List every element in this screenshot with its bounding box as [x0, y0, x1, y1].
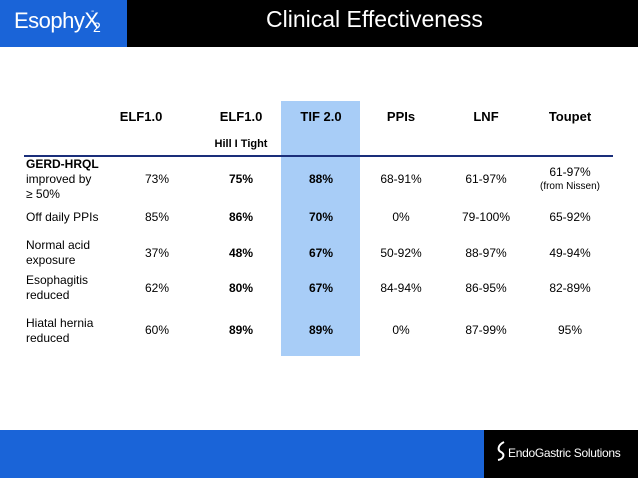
row-label-hiatal-hernia: Hiatal hernia reduced [26, 316, 93, 346]
col-header-lnf: LNF [473, 109, 499, 124]
table-cell: 60% [144, 323, 170, 337]
table-cell: 86% [228, 210, 254, 224]
tif-highlight-column [281, 101, 360, 356]
row-label-esophagitis: Esophagitis reduced [26, 273, 88, 303]
table-cell: 89% [308, 323, 334, 337]
row-label-line1: Esophagitis [26, 273, 89, 287]
table-cell: 49-94% [549, 246, 591, 260]
table-cell: 85% [144, 210, 170, 224]
table-cell: 95% [557, 323, 583, 337]
table-cell: 50-92% [380, 246, 422, 260]
logo-sup: - [91, 6, 94, 17]
col-header-toupet: Toupet [548, 109, 592, 124]
row-label-line2: reduced [26, 331, 70, 345]
table-cell: 70% [308, 210, 334, 224]
row-label-line3: ≥ 50% [26, 187, 60, 201]
logo-box: EsophyX - 2 [0, 0, 127, 47]
table-cell-note: (from Nissen) [539, 181, 600, 192]
table-cell: 61-97% (from Nissen) [530, 165, 610, 192]
table-cell: 82-89% [549, 281, 591, 295]
col-header-elf1-hill: ELF1.0 [219, 109, 263, 124]
page-title: Clinical Effectiveness [266, 6, 483, 32]
row-label-normal-acid: Normal acid exposure [26, 238, 90, 268]
table-cell: 84-94% [380, 281, 422, 295]
esophyx-logo: EsophyX - 2 [14, 6, 101, 35]
brand-box [484, 430, 638, 478]
row-label-line1: Normal acid [26, 238, 91, 252]
table-cell: 0% [392, 323, 410, 337]
table-cell: 73% [144, 172, 170, 186]
table-cell: 62% [144, 281, 170, 295]
col-header-ppis: PPIs [386, 109, 416, 124]
row-label-bold: GERD-HRQL [26, 157, 99, 171]
table-cell: 48% [228, 246, 254, 260]
row-label-line1: Hiatal hernia [26, 316, 94, 330]
table-cell: 68-91% [380, 172, 422, 186]
table-cell: 65-92% [549, 210, 591, 224]
table-cell: 89% [228, 323, 254, 337]
table-cell: 88% [308, 172, 334, 186]
table-cell: 86-95% [465, 281, 507, 295]
logo-sub: 2 [93, 19, 101, 35]
row-label-line2: reduced [26, 288, 70, 302]
table-cell: 79-100% [461, 210, 511, 224]
table-cell: 80% [228, 281, 254, 295]
table-cell: 88-97% [465, 246, 507, 260]
logo-text: EsophyX [14, 8, 99, 33]
row-label-line2: improved by [26, 172, 92, 186]
table-cell-value: 61-97% [549, 165, 591, 179]
col-header-tif2: TIF 2.0 [300, 109, 342, 124]
col-subheader-hill: Hill I Tight [214, 138, 268, 150]
endogastric-logo-icon [497, 441, 505, 461]
table-cell: 0% [392, 210, 410, 224]
brand-name: EndoGastric Solutions [508, 446, 621, 460]
col-header-elf1: ELF1.0 [119, 109, 163, 124]
table-cell: 67% [308, 281, 334, 295]
row-label-gerd-hrql: GERD-HRQL improved by ≥ 50% [26, 157, 99, 202]
table-cell: 61-97% [465, 172, 507, 186]
table-cell: 75% [228, 172, 254, 186]
row-label-line2: exposure [26, 253, 76, 267]
table-cell: 67% [308, 246, 334, 260]
header-divider [24, 155, 613, 157]
table-cell: 37% [144, 246, 170, 260]
row-label-off-ppis: Off daily PPIs [26, 210, 99, 224]
table-cell: 87-99% [465, 323, 507, 337]
